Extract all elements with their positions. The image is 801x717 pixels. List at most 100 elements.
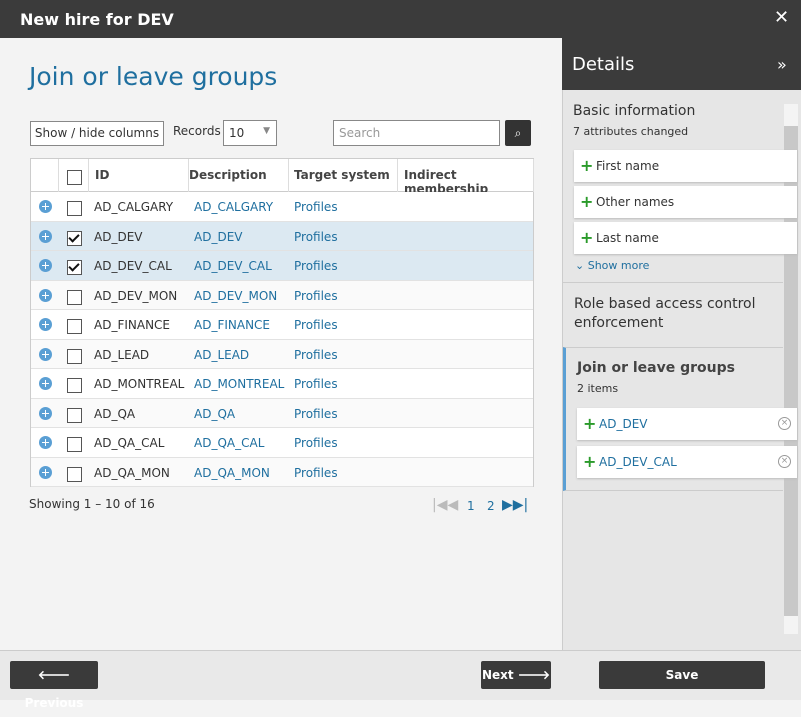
checkbox[interactable] <box>67 466 82 482</box>
groups-section <box>563 347 783 491</box>
group-item: + AD_DEV × <box>577 408 797 440</box>
column-header[interactable]: ID <box>89 159 189 192</box>
expand-icon[interactable] <box>39 229 52 243</box>
description-cell[interactable]: AD_FINANCE <box>194 318 271 332</box>
summary: Showing 1 – 10 of 16 <box>29 497 155 511</box>
page-link[interactable]: 1 <box>467 499 475 513</box>
collapse-button[interactable]: » <box>777 55 787 74</box>
id-cell: AD_MONTREAL <box>94 377 185 391</box>
checkbox[interactable] <box>67 407 82 423</box>
checkbox[interactable] <box>67 437 82 452</box>
target-cell[interactable]: Profiles <box>294 288 338 303</box>
expand-icon[interactable] <box>39 288 52 302</box>
target-cell[interactable]: Profiles <box>294 347 338 362</box>
page-link[interactable]: 2 <box>487 499 495 513</box>
checkbox[interactable] <box>67 348 82 364</box>
target-cell[interactable]: Profiles <box>294 229 338 244</box>
table-header: ID Description Target system Indirect membe… <box>31 159 534 196</box>
checkbox[interactable] <box>67 170 82 185</box>
checkbox[interactable] <box>67 319 82 334</box>
target-cell[interactable]: Profiles <box>294 377 338 391</box>
group-name: AD_DEV <box>599 417 648 431</box>
attribute-name: Other names <box>596 195 675 209</box>
header-cell <box>59 159 89 192</box>
previous-text: Previous <box>24 696 84 710</box>
table-row: AD_DEV_CAL AD_DEV_CAL Profiles <box>31 251 533 281</box>
close-button[interactable]: ✕ <box>774 7 790 28</box>
divider <box>563 282 783 283</box>
expand-icon[interactable] <box>39 318 52 331</box>
section-title: Basic information <box>573 103 696 119</box>
expand-icon[interactable] <box>39 200 52 213</box>
checkbox[interactable] <box>67 260 82 275</box>
table-row: AD_QA AD_QA Profiles <box>31 398 533 428</box>
plus-icon: + <box>580 228 594 247</box>
description-cell[interactable]: AD_QA_CAL <box>194 436 265 450</box>
table-row: AD_DEV_MON AD_DEV_MON Profiles <box>31 280 533 310</box>
id-cell: AD_LEAD <box>94 347 150 362</box>
description-cell[interactable]: AD_DEV_MON <box>194 288 278 303</box>
checkbox[interactable] <box>67 201 82 216</box>
expand-icon[interactable] <box>39 465 52 479</box>
description-cell[interactable]: AD_DEV_CAL <box>194 259 272 273</box>
records-select[interactable]: 10 ▼ <box>223 120 277 146</box>
checkbox[interactable] <box>67 230 82 246</box>
description-cell[interactable]: AD_QA_MON <box>194 465 270 480</box>
id-cell: AD_DEV <box>94 229 143 244</box>
records-label: Records <box>173 124 221 138</box>
section-subtitle: 2 items <box>577 382 619 395</box>
expand-icon[interactable] <box>39 436 52 449</box>
scrollbar[interactable] <box>784 104 798 634</box>
table-row: AD_DEV AD_DEV Profiles <box>31 221 533 251</box>
checkbox[interactable] <box>67 378 82 393</box>
section-subtitle: 7 attributes changed <box>573 125 689 138</box>
id-cell: AD_QA_CAL <box>94 436 165 450</box>
plus-icon: + <box>583 452 597 471</box>
expand-icon[interactable] <box>39 377 52 390</box>
description-cell[interactable]: AD_LEAD <box>194 347 250 362</box>
attribute-item: + Other names <box>574 186 797 218</box>
id-cell: AD_DEV_CAL <box>94 259 172 273</box>
title-bar <box>0 0 801 38</box>
checkbox[interactable] <box>67 289 82 305</box>
id-cell: AD_CALGARY <box>94 200 174 214</box>
target-cell[interactable]: Profiles <box>294 200 338 214</box>
search-input[interactable]: Search <box>333 120 500 146</box>
columns-button[interactable]: Show / hide columns <box>30 121 164 146</box>
page-heading: Join or leave groups <box>29 62 278 91</box>
column-header[interactable]: Indirect membership <box>398 159 534 196</box>
table-row: AD_QA_CAL AD_QA_CAL Profiles <box>31 428 533 458</box>
search-button[interactable]: ⌕ <box>505 120 531 146</box>
id-cell: AD_DEV_MON <box>94 288 178 303</box>
remove-icon[interactable]: × <box>778 417 791 430</box>
description-cell[interactable]: AD_MONTREAL <box>194 377 285 391</box>
plus-icon: + <box>580 192 594 211</box>
pager-next[interactable]: ▶▶| <box>502 497 529 513</box>
target-cell[interactable]: Profiles <box>294 465 338 480</box>
description-cell[interactable]: AD_CALGARY <box>194 200 274 214</box>
details-header <box>562 38 801 90</box>
column-header[interactable]: Description <box>183 159 289 192</box>
section-title: Join or leave groups <box>577 360 735 376</box>
target-cell[interactable]: Profiles <box>294 406 338 421</box>
next-button[interactable]: Next 🡒 <box>481 661 551 689</box>
table-row: AD_CALGARY AD_CALGARY Profiles <box>31 192 533 222</box>
attribute-name: First name <box>596 159 660 173</box>
next-text: Next <box>481 668 514 682</box>
show-more-text: Show more <box>587 259 650 272</box>
plus-icon: + <box>583 414 597 433</box>
expand-icon[interactable] <box>39 347 52 361</box>
save-button[interactable]: Save <box>599 661 765 689</box>
expand-icon[interactable] <box>39 406 52 420</box>
expand-icon[interactable] <box>39 259 52 272</box>
column-header[interactable]: Target system <box>288 159 398 192</box>
show-more[interactable]: ⌄ Show more <box>575 259 650 272</box>
target-cell[interactable]: Profiles <box>294 259 338 273</box>
window-title: New hire for DEV <box>20 10 174 29</box>
description-cell[interactable]: AD_DEV <box>194 229 243 244</box>
remove-icon[interactable]: × <box>778 455 791 468</box>
previous-button[interactable]: 🡐 Previous <box>10 661 98 710</box>
description-cell[interactable]: AD_QA <box>194 406 236 421</box>
target-cell[interactable]: Profiles <box>294 318 338 332</box>
target-cell[interactable]: Profiles <box>294 436 338 450</box>
